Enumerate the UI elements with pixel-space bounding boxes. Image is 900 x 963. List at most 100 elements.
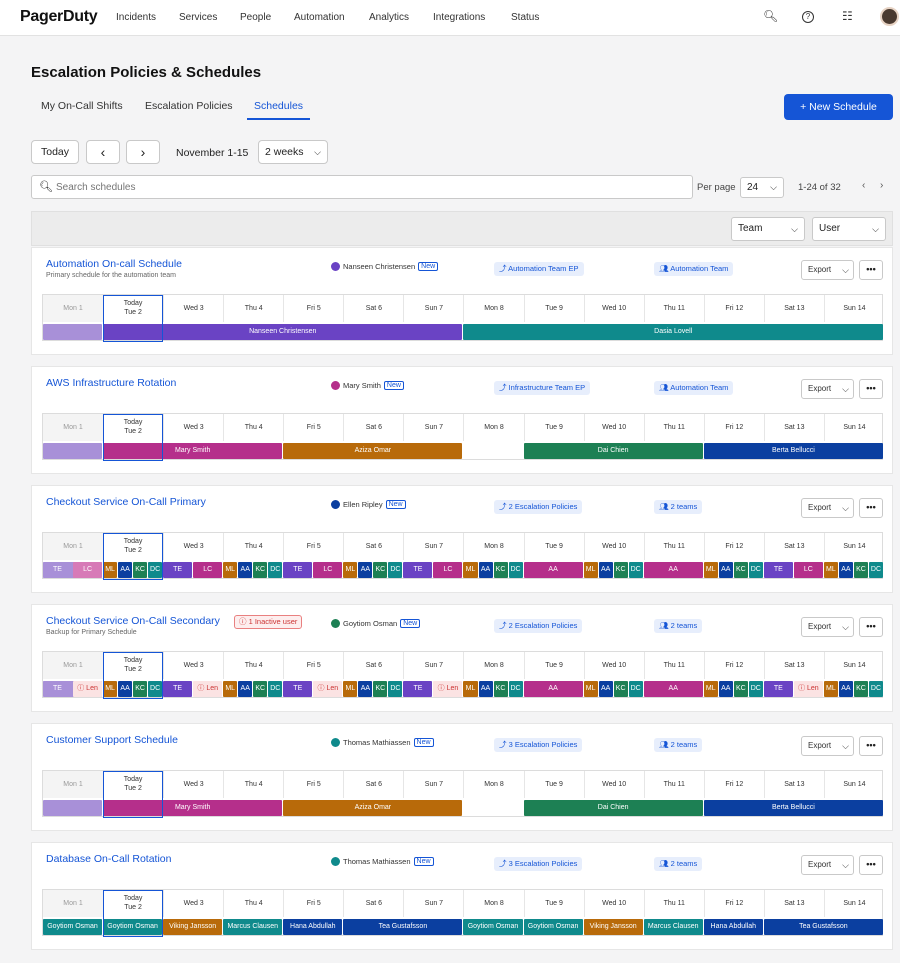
shift-segment[interactable]: LC [73, 562, 103, 578]
shift-segment[interactable]: Mary Smith [103, 800, 283, 816]
tab-my-on-call-shifts[interactable]: My On-Call Shifts [41, 100, 123, 112]
shift-segment[interactable]: KC [133, 562, 148, 578]
shift-segment[interactable]: DC [628, 681, 643, 697]
prev-button[interactable]: ‹ [86, 140, 120, 164]
inactive-shift-segment[interactable]: ⓘ Len [793, 681, 823, 697]
shift-segment[interactable]: DC [868, 562, 883, 578]
nav-status[interactable]: Status [511, 12, 540, 23]
inactive-shift-segment[interactable]: ⓘ Len [193, 681, 223, 697]
schedule-name[interactable]: Database On-Call Rotation [46, 853, 172, 865]
shift-segment[interactable]: KC [853, 681, 868, 697]
shift-segment[interactable]: DC [508, 562, 523, 578]
shift-segment[interactable]: ML [703, 681, 718, 697]
shift-segment[interactable]: AA [718, 681, 733, 697]
schedule-owner[interactable]: Nanseen Christensen New [331, 262, 439, 271]
shift-segment[interactable]: Mary Smith [103, 443, 283, 459]
shift-segment[interactable]: ML [223, 562, 238, 578]
more-options-button[interactable]: ••• [859, 260, 883, 280]
shift-segment[interactable]: DC [748, 681, 763, 697]
shift-segment[interactable]: Goytiom Osman [463, 919, 523, 935]
team-link[interactable]: 👥︎ 2 teams [654, 738, 703, 752]
shift-segment[interactable]: KC [253, 681, 268, 697]
shift-segment[interactable]: TE [403, 562, 433, 578]
shift-segment[interactable]: AA [838, 562, 853, 578]
shift-segment[interactable]: LC [433, 562, 463, 578]
escalation-policy-link[interactable]: ⤴ 3 Escalation Policies [494, 738, 583, 752]
shift-segment[interactable]: ML [103, 562, 118, 578]
shift-segment[interactable]: Hana Abdullah [703, 919, 763, 935]
tab-escalation-policies[interactable]: Escalation Policies [145, 100, 233, 112]
shift-segment[interactable]: KC [853, 562, 868, 578]
export-dropdown[interactable]: Export ⌵ [801, 617, 854, 637]
shift-segment[interactable]: AA [478, 562, 493, 578]
shift-segment[interactable]: LC [193, 562, 223, 578]
team-filter[interactable]: Team ⌵ [731, 217, 805, 241]
schedule-owner[interactable]: Goytiom Osman New [331, 619, 421, 628]
export-dropdown[interactable]: Export ⌵ [801, 498, 854, 518]
shift-segment[interactable]: AA [238, 681, 253, 697]
more-options-button[interactable]: ••• [859, 736, 883, 756]
team-link[interactable]: 👥︎ 2 teams [654, 619, 703, 633]
shift-segment[interactable]: Goytiom Osman [103, 919, 163, 935]
page-prev-button[interactable]: ‹ [862, 180, 866, 191]
team-link[interactable]: 👥︎ Automation Team [654, 262, 734, 276]
schedule-owner[interactable]: Thomas Mathiassen New [331, 857, 434, 866]
shift-segment[interactable]: AA [523, 562, 583, 578]
shift-segment[interactable]: DC [148, 562, 163, 578]
schedule-owner[interactable]: Mary Smith New [331, 381, 404, 390]
shift-segment[interactable]: Dasia Lovell [463, 324, 883, 340]
more-options-button[interactable]: ••• [859, 855, 883, 875]
shift-segment[interactable]: TE [283, 681, 313, 697]
shift-segment[interactable]: DC [148, 681, 163, 697]
shift-segment[interactable]: AA [643, 681, 703, 697]
schedule-name[interactable]: Automation On-call Schedule [46, 258, 182, 270]
export-dropdown[interactable]: Export ⌵ [801, 855, 854, 875]
today-button[interactable]: Today [31, 140, 79, 164]
shift-segment[interactable]: AA [118, 562, 133, 578]
next-button[interactable]: › [126, 140, 160, 164]
team-link[interactable]: 👥︎ Automation Team [654, 381, 734, 395]
shift-segment[interactable]: AA [358, 681, 373, 697]
shift-segment[interactable]: TE [163, 562, 193, 578]
shift-segment[interactable]: AA [523, 681, 583, 697]
shift-segment[interactable]: Nanseen Christensen [103, 324, 463, 340]
shift-segment[interactable]: DC [268, 681, 283, 697]
shift-segment[interactable]: TE [403, 681, 433, 697]
shift-segment[interactable]: DC [388, 681, 403, 697]
shift-segment[interactable]: Goytiom Osman [43, 919, 103, 935]
span-select[interactable]: 2 weeks ⌵ [258, 140, 328, 164]
shift-segment[interactable]: TE [283, 562, 313, 578]
shift-segment[interactable]: KC [493, 681, 508, 697]
schedule-name[interactable]: Checkout Service On-Call Secondary [46, 615, 220, 627]
shift-segment[interactable]: Marcus Clausen [223, 919, 283, 935]
shift-segment[interactable]: Dai Chien [523, 800, 703, 816]
shift-segment[interactable]: Goytiom Osman [523, 919, 583, 935]
shift-segment[interactable]: DC [868, 681, 883, 697]
shift-segment[interactable]: AA [718, 562, 733, 578]
escalation-policy-link[interactable]: ⤴ 2 Escalation Policies [494, 500, 583, 514]
search-icon[interactable]: 🔍︎ [763, 9, 779, 23]
per-page-select[interactable]: 24 ⌵ [740, 177, 784, 198]
shift-segment[interactable]: AA [478, 681, 493, 697]
shift-segment[interactable]: KC [373, 562, 388, 578]
shift-segment[interactable]: Tea Gustafsson [763, 919, 883, 935]
search-input[interactable] [56, 179, 676, 195]
inactive-shift-segment[interactable]: ⓘ Len [313, 681, 343, 697]
tab-schedules[interactable]: Schedules [247, 100, 311, 120]
shift-segment[interactable]: Viking Jansson [163, 919, 223, 935]
shift-segment[interactable]: KC [613, 681, 628, 697]
team-link[interactable]: 👥︎ 2 teams [654, 500, 703, 514]
shift-segment[interactable]: TE [43, 681, 73, 697]
shift-segment[interactable]: DC [268, 562, 283, 578]
shift-segment[interactable]: AA [598, 562, 613, 578]
team-link[interactable]: 👥︎ 2 teams [654, 857, 703, 871]
schedule-owner[interactable]: Ellen Ripley New [331, 500, 406, 509]
shift-segment[interactable]: Marcus Clausen [643, 919, 703, 935]
shift-segment[interactable]: DC [628, 562, 643, 578]
shift-segment[interactable]: TE [763, 681, 793, 697]
export-dropdown[interactable]: Export ⌵ [801, 736, 854, 756]
shift-segment[interactable]: ML [343, 681, 358, 697]
gift-icon[interactable]: ☷ [842, 9, 853, 23]
nav-services[interactable]: Services [179, 12, 218, 23]
user-filter[interactable]: User ⌵ [812, 217, 886, 241]
